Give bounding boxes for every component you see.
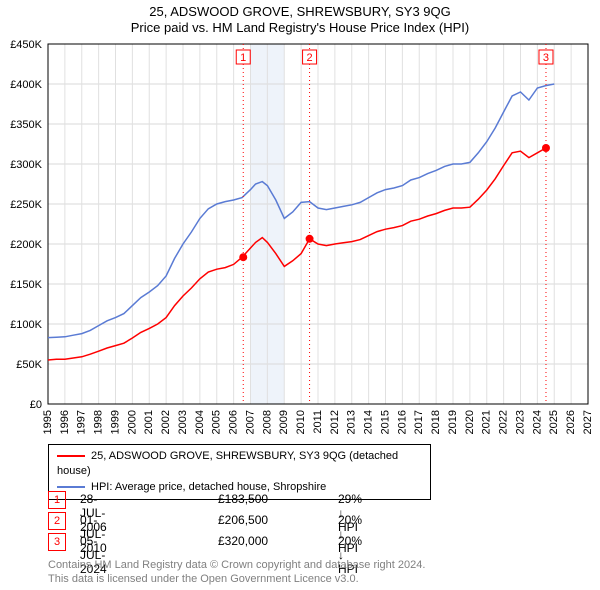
- x-tick-label: 2026: [565, 410, 577, 434]
- x-tick-label: 2014: [363, 410, 375, 434]
- y-tick-label: £450K: [10, 39, 42, 51]
- x-tick-label: 2004: [194, 410, 206, 434]
- legend-swatch: [57, 486, 85, 488]
- x-tick-label: 2024: [531, 410, 543, 434]
- x-tick-label: 2011: [312, 410, 324, 434]
- x-tick-label: 2000: [126, 410, 138, 434]
- x-tick-label: 2013: [346, 410, 358, 434]
- sale-marker-number: 3: [543, 52, 549, 64]
- x-tick-label: 2023: [514, 410, 526, 434]
- y-tick-label: £300K: [10, 159, 42, 171]
- sale-price: £320,000: [218, 534, 268, 548]
- x-tick-label: 2019: [447, 410, 459, 434]
- y-tick-label: £50K: [16, 359, 42, 371]
- x-tick-label: 2008: [261, 410, 273, 434]
- x-tick-label: 2010: [295, 410, 307, 434]
- x-tick-label: 2001: [143, 410, 155, 434]
- x-tick-label: 2015: [379, 410, 391, 434]
- sale-row-marker: 1: [48, 491, 66, 509]
- x-tick-label: 2012: [329, 410, 341, 434]
- sale-row-marker: 2: [48, 512, 66, 530]
- x-tick-label: 2009: [278, 410, 290, 434]
- x-tick-label: 2017: [413, 410, 425, 434]
- x-tick-label: 2005: [211, 410, 223, 434]
- y-tick-label: £400K: [10, 79, 42, 91]
- legend-swatch: [57, 455, 85, 457]
- y-tick-label: £100K: [10, 319, 42, 331]
- sale-marker-number: 1: [240, 52, 246, 64]
- legend-item: 25, ADSWOOD GROVE, SHREWSBURY, SY3 9QG (…: [57, 449, 422, 480]
- sale-price: £183,500: [218, 492, 268, 506]
- legend-label: HPI: Average price, detached house, Shro…: [91, 481, 326, 493]
- x-tick-label: 1999: [109, 410, 121, 434]
- x-tick-label: 2020: [464, 410, 476, 434]
- y-tick-label: £250K: [10, 199, 42, 211]
- x-tick-label: 2021: [481, 410, 493, 434]
- legend-label: 25, ADSWOOD GROVE, SHREWSBURY, SY3 9QG (…: [57, 450, 398, 477]
- sale-marker-dot: [239, 253, 247, 261]
- x-tick-label: 1997: [76, 410, 88, 434]
- x-tick-label: 1995: [42, 410, 54, 434]
- x-tick-label: 2025: [548, 410, 560, 434]
- x-tick-label: 2018: [430, 410, 442, 434]
- x-tick-label: 2027: [582, 410, 594, 434]
- x-tick-label: 2002: [160, 410, 172, 434]
- sale-marker-number: 2: [307, 52, 313, 64]
- sale-marker-dot: [306, 235, 314, 243]
- footer-line-1: Contains HM Land Registry data © Crown c…: [48, 558, 425, 572]
- y-tick-label: £350K: [10, 119, 42, 131]
- series-subject: [48, 148, 546, 360]
- sale-marker-dot: [542, 144, 550, 152]
- x-tick-label: 2022: [498, 410, 510, 434]
- y-tick-label: £200K: [10, 239, 42, 251]
- footer-attribution: Contains HM Land Registry data © Crown c…: [48, 558, 425, 587]
- sale-row-marker: 3: [48, 533, 66, 551]
- footer-line-2: This data is licensed under the Open Gov…: [48, 572, 425, 586]
- x-tick-label: 2003: [177, 410, 189, 434]
- price-chart: £0 £50K £100K £150K £200K £250K £300K £350K £400…: [0, 0, 600, 444]
- x-tick-label: 2016: [396, 410, 408, 434]
- y-tick-label: £150K: [10, 279, 42, 291]
- x-tick-label: 2007: [244, 410, 256, 434]
- x-tick-label: 1996: [59, 410, 71, 434]
- x-tick-label: 1998: [93, 410, 105, 434]
- sale-price: £206,500: [218, 513, 268, 527]
- y-tick-label: £0: [30, 399, 42, 411]
- x-tick-label: 2006: [228, 410, 240, 434]
